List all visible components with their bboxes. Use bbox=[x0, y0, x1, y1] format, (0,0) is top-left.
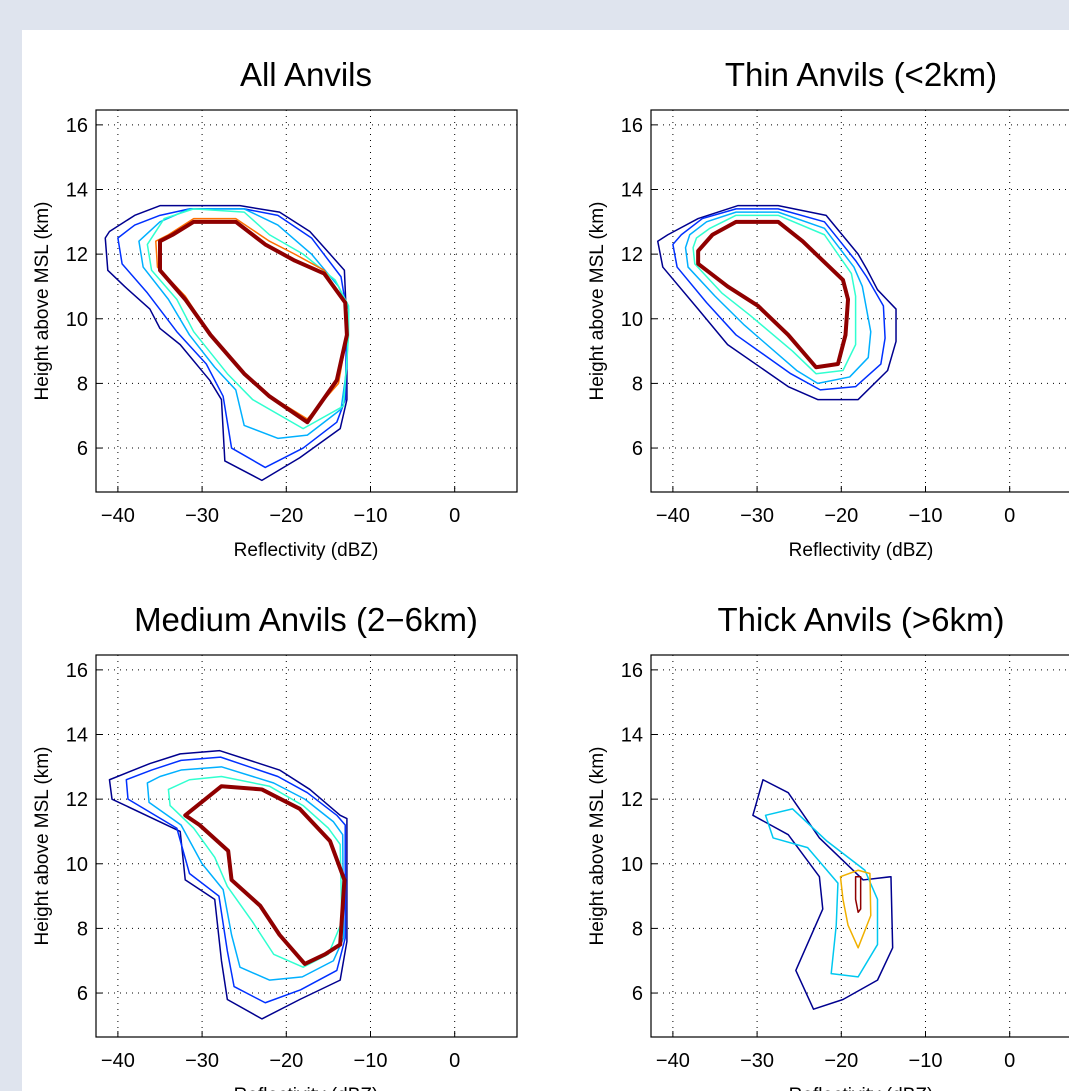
axes-frame bbox=[650, 654, 1069, 1038]
contour-line bbox=[839, 869, 872, 949]
contour-line bbox=[138, 208, 350, 440]
y-tick-label: 10 bbox=[66, 854, 88, 876]
contour-line bbox=[125, 756, 346, 1004]
x-axis-label: Reflectivity (dBZ) bbox=[234, 540, 379, 561]
y-tick-label: 12 bbox=[66, 244, 88, 266]
panel: All Anvils Reflectivity (dBZ) Height above… bbox=[32, 56, 518, 561]
y-tick-label: 10 bbox=[621, 854, 643, 876]
contour-line bbox=[104, 204, 348, 482]
panel: Medium Anvils (2−6km) Reflectivity (dBZ) H… bbox=[32, 601, 518, 1091]
x-tick-label: −40 bbox=[101, 1050, 135, 1072]
x-tick-label: 0 bbox=[449, 505, 460, 527]
y-tick-label: 14 bbox=[66, 725, 88, 747]
contour-line bbox=[854, 875, 862, 914]
x-tick-label: −30 bbox=[740, 1050, 774, 1072]
contour-line bbox=[108, 749, 348, 1020]
x-tick-label: −40 bbox=[656, 1050, 690, 1072]
x-tick-label: −10 bbox=[354, 1050, 388, 1072]
y-tick-label: 8 bbox=[77, 373, 88, 395]
figure-background bbox=[22, 30, 1069, 1091]
y-tick-label: 8 bbox=[632, 918, 643, 940]
x-tick-label: 0 bbox=[1004, 1050, 1015, 1072]
contours bbox=[104, 204, 350, 482]
x-axis-label: Reflectivity (dBZ) bbox=[789, 1085, 934, 1091]
y-axis-label: Height above MSL (km) bbox=[32, 747, 53, 946]
x-tick-label: −20 bbox=[824, 505, 858, 527]
y-tick-label: 6 bbox=[77, 438, 88, 460]
contour-line bbox=[764, 808, 879, 978]
contours bbox=[656, 204, 897, 401]
x-tick-label: 0 bbox=[449, 1050, 460, 1072]
contour-line bbox=[692, 214, 857, 375]
contour-line bbox=[656, 204, 897, 401]
y-axis-label: Height above MSL (km) bbox=[32, 202, 53, 401]
y-tick-label: 6 bbox=[77, 983, 88, 1005]
y-tick-label: 16 bbox=[66, 115, 88, 137]
x-tick-label: −30 bbox=[740, 505, 774, 527]
panel-title: Medium Anvils (2−6km) bbox=[134, 601, 478, 638]
contour-line bbox=[157, 219, 349, 425]
axes-frame bbox=[95, 654, 518, 1038]
x-tick-label: −10 bbox=[354, 505, 388, 527]
contour-line bbox=[752, 778, 894, 1010]
x-tick-label: −20 bbox=[824, 1050, 858, 1072]
y-tick-label: 6 bbox=[632, 983, 643, 1005]
y-axis-label: Height above MSL (km) bbox=[587, 202, 608, 401]
panel: Thin Anvils (<2km) Reflectivity (dBZ) Heig… bbox=[587, 56, 1069, 561]
contour-line bbox=[684, 211, 872, 385]
contours bbox=[752, 778, 894, 1010]
x-tick-label: −30 bbox=[185, 1050, 219, 1072]
y-tick-label: 10 bbox=[621, 309, 643, 331]
x-tick-label: −10 bbox=[909, 505, 943, 527]
y-tick-label: 16 bbox=[621, 115, 643, 137]
y-tick-label: 14 bbox=[66, 180, 88, 202]
contour-line bbox=[183, 784, 347, 966]
y-tick-label: 8 bbox=[632, 373, 643, 395]
x-tick-label: −20 bbox=[269, 1050, 303, 1072]
y-tick-label: 8 bbox=[77, 918, 88, 940]
y-tick-label: 12 bbox=[66, 789, 88, 811]
y-tick-label: 12 bbox=[621, 244, 643, 266]
y-tick-label: 14 bbox=[621, 725, 643, 747]
y-tick-label: 14 bbox=[621, 180, 643, 202]
x-axis-label: Reflectivity (dBZ) bbox=[789, 540, 934, 561]
contour-line bbox=[672, 208, 886, 391]
x-axis-label: Reflectivity (dBZ) bbox=[234, 1085, 379, 1091]
x-tick-label: −40 bbox=[101, 505, 135, 527]
axes-frame bbox=[95, 109, 518, 493]
contours bbox=[108, 749, 348, 1020]
panel-title: All Anvils bbox=[240, 56, 372, 93]
x-tick-label: −30 bbox=[185, 505, 219, 527]
x-tick-label: −20 bbox=[269, 505, 303, 527]
y-tick-label: 16 bbox=[66, 660, 88, 682]
y-tick-label: 10 bbox=[66, 309, 88, 331]
y-tick-label: 12 bbox=[621, 789, 643, 811]
x-tick-label: −40 bbox=[656, 505, 690, 527]
panel-title: Thin Anvils (<2km) bbox=[725, 56, 997, 93]
panel: Thick Anvils (>6km) Reflectivity (dBZ) Hei… bbox=[587, 601, 1069, 1091]
y-tick-label: 16 bbox=[621, 660, 643, 682]
contour-line bbox=[146, 766, 345, 981]
x-tick-label: −10 bbox=[909, 1050, 943, 1072]
x-tick-label: 0 bbox=[1004, 505, 1015, 527]
y-tick-label: 6 bbox=[632, 438, 643, 460]
axes-frame bbox=[650, 109, 1069, 493]
y-axis-label: Height above MSL (km) bbox=[587, 747, 608, 946]
contour-line bbox=[696, 219, 851, 370]
panel-title: Thick Anvils (>6km) bbox=[718, 601, 1005, 638]
